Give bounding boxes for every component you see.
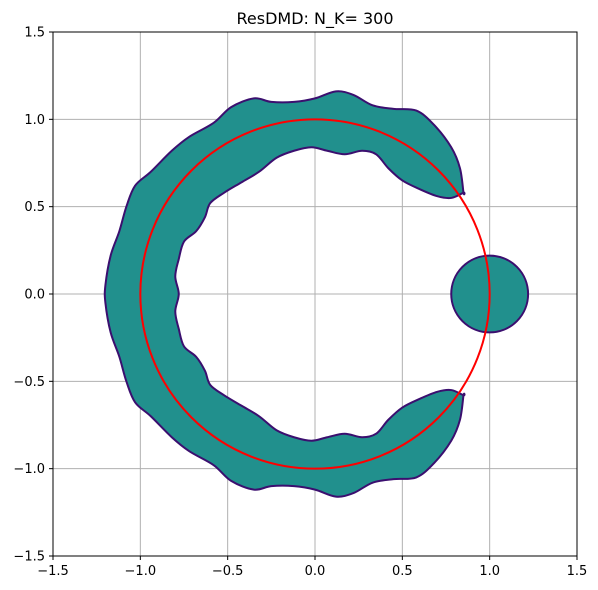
y-tick-label-5: 1.0 [24, 113, 45, 128]
x-tick-label-1: −1.0 [125, 564, 157, 579]
region-arc-0 [103, 90, 466, 498]
y-tick-label-2: −0.5 [13, 375, 45, 390]
x-tick-label-2: −0.5 [212, 564, 244, 579]
y-tick-label-6: 1.5 [24, 26, 45, 41]
x-tick-label-4: 0.5 [392, 564, 413, 579]
y-tick-label-0: −1.5 [13, 550, 45, 565]
x-tick-label-6: 1.5 [567, 564, 588, 579]
x-tick-label-5: 1.0 [479, 564, 500, 579]
unit-circle [139, 118, 491, 470]
x-tick-label-0: −1.5 [37, 564, 69, 579]
x-axis: −1.5 −1.0 −0.5 0.0 0.5 1.0 1.5 [37, 556, 587, 579]
y-tick-label-4: 0.5 [24, 200, 45, 215]
y-tick-label-1: −1.0 [13, 462, 45, 477]
y-axis: −1.5 −1.0 −0.5 0.0 0.5 1.0 1.5 [13, 26, 53, 565]
x-tick-label-3: 0.0 [305, 564, 326, 579]
chart-title: ResDMD: N_K= 300 [237, 9, 394, 29]
y-tick-label-3: 0.0 [24, 288, 45, 303]
